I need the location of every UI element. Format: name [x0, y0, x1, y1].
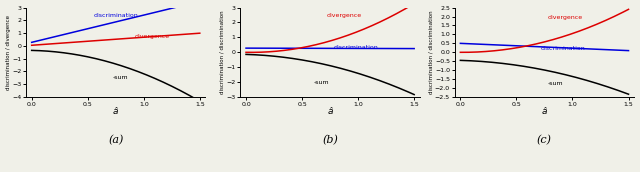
X-axis label: â: â — [541, 107, 547, 116]
Text: (a): (a) — [108, 135, 124, 145]
Text: -sum: -sum — [548, 81, 563, 87]
Text: divergence: divergence — [135, 34, 170, 39]
Text: (b): (b) — [322, 135, 338, 145]
Y-axis label: discrimination / divergence: discrimination / divergence — [6, 15, 10, 90]
Text: divergence: divergence — [327, 13, 362, 18]
Text: divergence: divergence — [548, 15, 583, 20]
Text: discrimination: discrimination — [93, 13, 138, 18]
Y-axis label: discrimination / discrimination: discrimination / discrimination — [220, 10, 225, 94]
Text: -sum: -sum — [313, 80, 329, 85]
X-axis label: â: â — [327, 107, 333, 116]
Text: (c): (c) — [537, 135, 552, 145]
Text: discrimination: discrimination — [333, 45, 378, 50]
Text: -sum: -sum — [113, 75, 128, 80]
X-axis label: â: â — [113, 107, 118, 116]
Text: discrimination: discrimination — [541, 46, 586, 51]
Y-axis label: discrimination / discrimination: discrimination / discrimination — [428, 10, 433, 94]
